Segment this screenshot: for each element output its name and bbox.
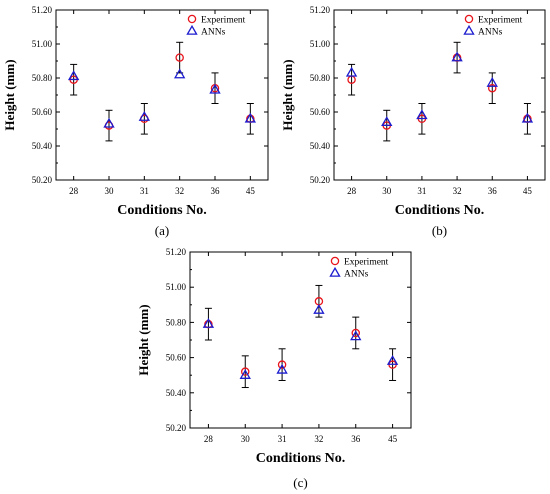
plot-frame [189, 251, 412, 429]
x-tick-label: 36 [211, 186, 221, 196]
x-tick-label: 31 [417, 186, 426, 196]
x-tick-label: 45 [523, 186, 533, 196]
y-tick-label: 50.20 [166, 423, 187, 433]
anns-point [209, 83, 221, 94]
chart-panel: 50.20 50.40 50.60 50.80 51.00 51.20 28 30 31 32 36… [136, 247, 412, 490]
y-tick-label: 50.40 [310, 141, 331, 151]
anns-point [313, 303, 325, 314]
legend-circle-icon [187, 14, 197, 24]
x-tick-label: 30 [241, 434, 251, 444]
anns-point [202, 318, 215, 328]
y-tick-label: 50.80 [166, 317, 187, 327]
anns-point [451, 51, 463, 62]
legend-circle-icon [464, 14, 474, 24]
y-tick-label: 51.20 [166, 247, 187, 257]
y-tick-label: 50.60 [32, 107, 53, 117]
plot-frame [55, 9, 269, 181]
plot-frame [333, 9, 546, 181]
anns-point [67, 70, 80, 81]
anns-point [239, 369, 251, 379]
x-tick-label: 31 [278, 434, 287, 444]
y-tick-label: 50.40 [32, 141, 53, 151]
x-axis-label: Conditions No. [117, 203, 206, 218]
x-tick-label: 32 [314, 434, 323, 444]
anns-point [345, 66, 358, 77]
experiment-point [277, 360, 287, 369]
anns-point [276, 363, 288, 374]
legend-triangle-icon [329, 266, 341, 277]
x-tick-label: 28 [204, 434, 214, 444]
anns-point [416, 109, 428, 120]
anns-point [521, 112, 534, 123]
legend-triangle-icon [186, 24, 198, 35]
y-tick-label: 50.60 [310, 107, 331, 117]
x-tick-label: 45 [388, 434, 398, 444]
x-tick-label: 45 [246, 186, 256, 196]
x-tick-label: 28 [69, 186, 79, 196]
legend-label: Experiment [344, 258, 389, 268]
x-axis-label: Conditions No. [256, 451, 345, 466]
y-tick-label: 50.60 [166, 353, 187, 363]
anns-point [350, 330, 362, 341]
y-tick-label: 50.80 [310, 73, 331, 83]
anns-point [173, 68, 186, 79]
y-axis-label: Height (mm) [280, 59, 295, 130]
legend-circle-icon [330, 256, 340, 266]
anns-point [386, 355, 399, 365]
legend-triangle-icon [463, 24, 475, 35]
x-tick-label: 36 [351, 434, 361, 444]
anns-point [103, 117, 115, 128]
y-tick-label: 50.20 [32, 175, 53, 185]
y-tick-label: 51.00 [310, 39, 331, 49]
panel-caption: (c) [293, 475, 307, 490]
x-tick-label: 32 [453, 186, 462, 196]
experiment-point [175, 53, 184, 62]
x-tick-label: 30 [382, 186, 392, 196]
legend-label: ANNs [478, 28, 503, 38]
legend-label: ANNs [344, 270, 369, 280]
y-tick-label: 51.00 [166, 282, 187, 292]
panel-caption: (a) [155, 223, 169, 238]
legend-label: Experiment [478, 16, 523, 26]
x-tick-label: 30 [105, 186, 115, 196]
y-tick-label: 51.20 [310, 5, 331, 15]
experiment-point [351, 328, 360, 338]
legend-label: Experiment [201, 16, 246, 26]
chart-panel: 50.20 50.40 50.60 50.80 51.00 51.20 28 30 31 32 36… [2, 5, 269, 238]
anns-point [486, 76, 498, 87]
panel-caption: (b) [432, 223, 447, 238]
anns-point [381, 116, 393, 126]
x-axis-label: Conditions No. [395, 203, 484, 218]
y-axis-label: Height (mm) [2, 59, 17, 130]
y-tick-label: 51.20 [32, 5, 53, 15]
x-tick-label: 28 [347, 186, 357, 196]
y-tick-label: 50.80 [32, 73, 53, 83]
legend-label: ANNs [201, 28, 226, 38]
experiment-point [240, 367, 250, 376]
x-tick-label: 32 [175, 186, 184, 196]
y-tick-label: 50.20 [310, 175, 331, 185]
y-tick-label: 51.00 [32, 39, 53, 49]
x-tick-label: 36 [488, 186, 498, 196]
anns-point [138, 110, 151, 121]
anns-point [244, 112, 257, 123]
x-tick-label: 31 [140, 186, 149, 196]
y-axis-label: Height (mm) [136, 304, 151, 375]
experiment-point [487, 83, 497, 93]
y-tick-label: 50.40 [166, 388, 187, 398]
chart-panel: 50.20 50.40 50.60 50.80 51.00 51.20 28 30 31 32 36… [280, 5, 546, 238]
